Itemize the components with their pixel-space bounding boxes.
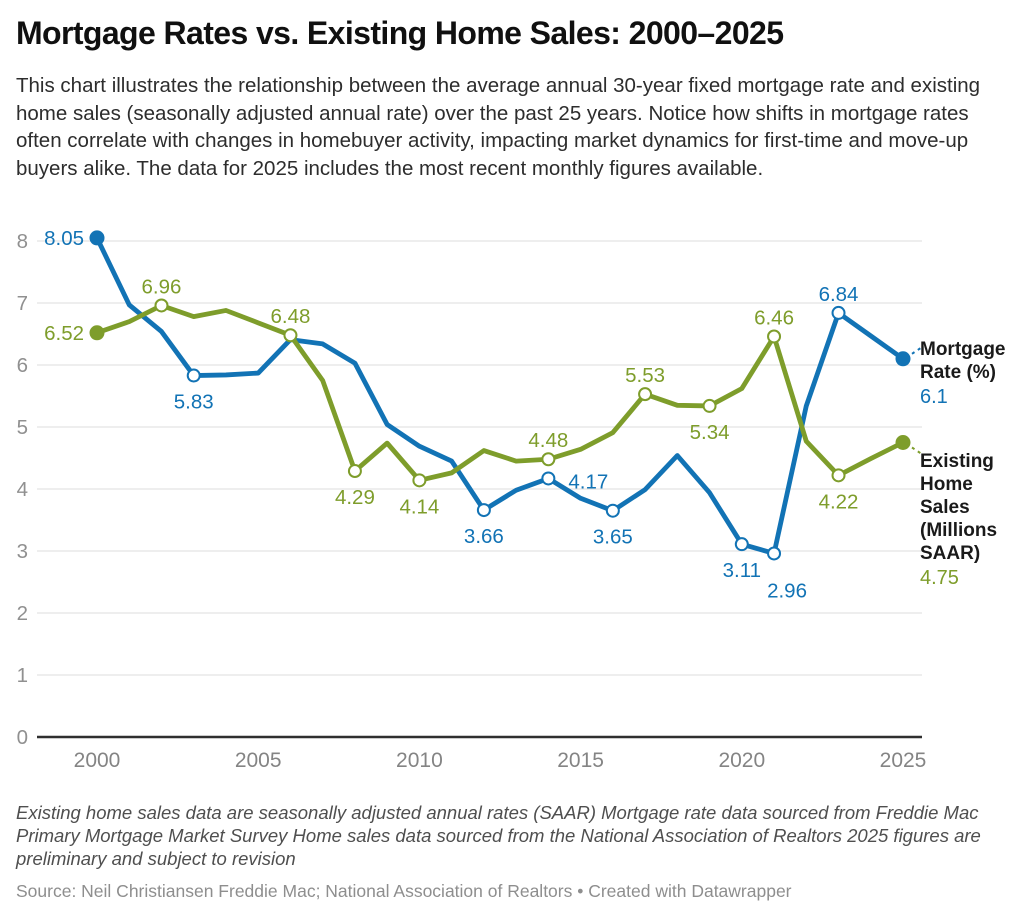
x-axis-tick-label: 2005 (235, 749, 282, 772)
x-axis: 2000 2005 2010 2015 2020 2025 (74, 749, 927, 772)
data-point-label: 4.14 (399, 495, 439, 518)
legend-mortgage-value: 6.1 (920, 386, 948, 408)
y-axis-tick-label: 4 (17, 478, 28, 501)
endpoint-dot (89, 230, 105, 246)
data-point-label: 4.17 (568, 470, 608, 493)
y-axis-tick-label: 5 (17, 416, 28, 439)
value-marker-ring (476, 503, 491, 518)
value-marker-ring (154, 298, 169, 313)
data-point-label: 6.52 (44, 322, 84, 345)
y-axis-tick-label: 6 (17, 354, 28, 377)
data-point-label: 5.53 (625, 364, 665, 387)
endpoint-dot (89, 325, 105, 341)
data-point-label: 5.83 (174, 391, 214, 414)
data-point-label: 3.65 (593, 526, 633, 549)
value-marker-ring (831, 468, 846, 483)
value-marker-ring (412, 473, 427, 488)
value-marker-ring (638, 387, 653, 402)
data-point-label: 4.48 (528, 429, 568, 452)
y-axis-tick-label: 0 (17, 726, 28, 749)
x-axis-tick-label: 2020 (718, 749, 765, 772)
value-marker-ring (541, 452, 556, 467)
chart-source-line: Source: Neil Christiansen Freddie Mac; N… (16, 881, 792, 901)
data-point-label: 4.22 (819, 490, 859, 513)
data-point-label: 3.11 (723, 559, 761, 582)
data-point-label: 8.05 (44, 227, 84, 250)
value-marker-ring (347, 464, 362, 479)
value-marker-ring (541, 471, 556, 486)
legend-connector (911, 346, 922, 355)
legend-mortgage-rate: Mortgage Rate (%) 6.1 (920, 338, 1010, 409)
value-marker-ring (734, 537, 749, 552)
data-point-markers: 8.05 5.83 3.66 4.17 3.65 3.11 2.96 6.84 6.52 6.96… (44, 227, 911, 602)
series-line-home-sales (94, 303, 906, 483)
x-axis-tick-label: 2000 (74, 749, 121, 772)
value-marker-ring (605, 503, 620, 518)
data-point-label: 6.48 (270, 305, 310, 328)
legend-home-sales-value: 4.75 (920, 567, 959, 589)
chart-description: This chart illustrates the relationship … (16, 74, 981, 180)
value-marker-ring (186, 368, 201, 383)
legend-connector (911, 446, 922, 455)
endpoint-dot (895, 351, 911, 367)
data-point-label: 5.34 (690, 421, 730, 444)
endpoint-dot (895, 435, 911, 450)
chart-title: Mortgage Rates vs. Existing Home Sales: … (16, 15, 784, 51)
data-point-label: 2.96 (767, 579, 807, 602)
legend-mortgage-label: Mortgage Rate (%) (920, 339, 1006, 383)
value-marker-ring (702, 398, 717, 413)
y-axis-tick-label: 3 (17, 540, 28, 563)
y-axis-tick-label: 2 (17, 602, 28, 625)
value-marker-ring (831, 305, 846, 320)
data-point-label: 3.66 (464, 525, 504, 548)
data-point-label: 6.84 (819, 283, 859, 306)
y-axis-tick-label: 8 (17, 230, 28, 253)
data-point-label: 6.46 (754, 306, 794, 329)
legend-home-sales-label: Existing Home Sales (Millions SAAR) (920, 451, 998, 564)
line-chart: 0 1 2 3 4 5 6 7 8 2000 2005 2010 2015 2020 2025 8.05 5.8… (17, 227, 927, 772)
y-axis-tick-label: 1 (17, 664, 28, 687)
chart-footnote: Existing home sales data are seasonally … (16, 802, 981, 869)
data-point-label: 6.96 (142, 275, 182, 298)
y-axis-tick-label: 7 (17, 292, 28, 315)
series-line-mortgage-rate (94, 235, 906, 556)
gridlines: 0 1 2 3 4 5 6 7 8 (17, 230, 922, 749)
x-axis-tick-label: 2010 (396, 749, 443, 772)
data-point-label: 4.29 (335, 486, 375, 509)
value-marker-ring (767, 546, 782, 561)
value-marker-ring (767, 329, 782, 344)
legend-home-sales: Existing Home Sales (Millions SAAR) 4.75 (920, 450, 1010, 590)
x-axis-tick-label: 2015 (557, 749, 604, 772)
value-marker-ring (283, 328, 298, 343)
x-axis-tick-label: 2025 (880, 749, 927, 772)
